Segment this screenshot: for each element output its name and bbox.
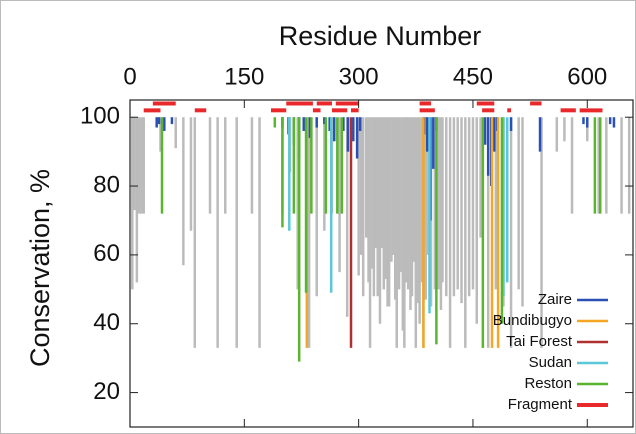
x-tick-label: 0 bbox=[123, 63, 136, 90]
y-tick-label: 80 bbox=[93, 171, 120, 198]
y-tick-label: 100 bbox=[80, 103, 120, 130]
x-axis-label: Residue Number bbox=[279, 21, 482, 51]
y-tick-label: 20 bbox=[93, 378, 120, 405]
legend-label: Bundibugyo bbox=[493, 312, 572, 329]
y-axis-label: Conservation, % bbox=[25, 169, 55, 367]
x-tick-label: 300 bbox=[339, 63, 379, 90]
y-tick-label: 60 bbox=[93, 240, 120, 267]
legend-label: Zaire bbox=[538, 291, 572, 308]
y-tick-label: 40 bbox=[93, 309, 120, 336]
legend-label: Reston bbox=[524, 375, 572, 392]
plot-frame bbox=[129, 99, 634, 428]
x-tick-label: 150 bbox=[224, 63, 264, 90]
x-tick-label: 450 bbox=[453, 63, 493, 90]
legend-label: Tai Forest bbox=[506, 333, 573, 350]
legend-label: Sudan bbox=[529, 354, 572, 371]
x-tick-label: 600 bbox=[567, 63, 607, 90]
legend-label: Fragment bbox=[508, 396, 573, 413]
